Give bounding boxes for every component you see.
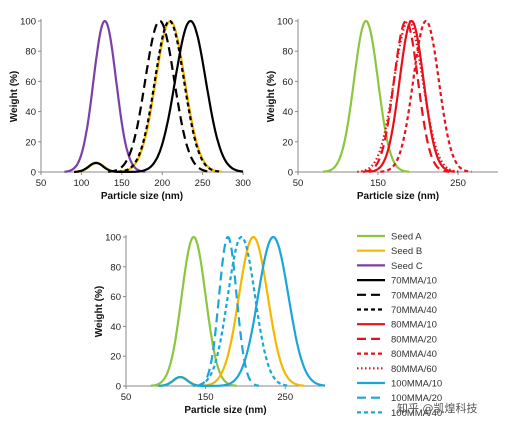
legend-label: 70MMA/20 bbox=[391, 290, 437, 301]
y-axis-label: Weight (%) bbox=[266, 71, 277, 122]
x-tick-label: 150 bbox=[114, 178, 130, 189]
x-tick-label: 150 bbox=[198, 392, 214, 403]
y-tick-label: 40 bbox=[282, 107, 293, 118]
x-tick-label: 300 bbox=[235, 178, 251, 189]
legend-label: Seed B bbox=[391, 246, 422, 257]
y-tick-label: 0 bbox=[31, 168, 36, 179]
legend-label: Seed A bbox=[391, 232, 422, 243]
legend-item-80mma-60: 80MMA/60 bbox=[357, 364, 437, 375]
legend-item-80mma-40: 80MMA/40 bbox=[357, 349, 437, 360]
chart-panel-bottom: 50 150 250 0 20 40 60 80 100 Particle size (nm) We… bbox=[94, 233, 326, 416]
x-axis-label: Particle size (nm) bbox=[184, 405, 266, 416]
y-tick-label: 100 bbox=[105, 233, 121, 244]
y-axis-label: Weight (%) bbox=[94, 286, 105, 337]
series-line-80mma-60 bbox=[356, 19, 460, 173]
y-tick-label: 20 bbox=[25, 137, 36, 148]
legend-item-80mma-10: 80MMA/10 bbox=[357, 320, 437, 331]
series-line-seed-a bbox=[150, 235, 237, 387]
series-line-70mma-10 bbox=[73, 19, 244, 173]
y-tick-label: 60 bbox=[110, 292, 121, 303]
legend-item-seed-b: Seed B bbox=[357, 246, 422, 257]
series-line-100mma-20 bbox=[196, 235, 260, 387]
y-tick-label: 20 bbox=[282, 137, 293, 148]
legend-label: 100MMA/40 bbox=[391, 408, 442, 419]
legend-item-seed-c: Seed C bbox=[357, 261, 423, 272]
series-line-70mma-40 bbox=[117, 19, 222, 173]
y-tick-label: 60 bbox=[282, 77, 293, 88]
y-tick-label: 40 bbox=[110, 322, 121, 333]
legend-item-100mma-20: 100MMA/20 bbox=[357, 393, 442, 404]
series-line-seed-c bbox=[64, 19, 146, 173]
legend: Seed A Seed B Seed C 70MMA/10 70MMA/20 70MMA/… bbox=[357, 232, 442, 419]
legend-item-80mma-20: 80MMA/20 bbox=[357, 334, 437, 345]
legend-item-seed-a: Seed A bbox=[357, 232, 422, 243]
x-tick-label: 50 bbox=[293, 178, 304, 189]
legend-label: Seed C bbox=[391, 261, 423, 272]
legend-label: 80MMA/40 bbox=[391, 349, 437, 360]
x-axis-label: Particle size (nm) bbox=[357, 191, 439, 202]
y-tick-label: 80 bbox=[282, 47, 293, 58]
legend-item-70mma-10: 70MMA/10 bbox=[357, 276, 437, 287]
series-line-100mma-10 bbox=[158, 235, 326, 387]
x-axis-label: Particle size (nm) bbox=[101, 191, 183, 202]
legend-item-70mma-20: 70MMA/20 bbox=[357, 290, 437, 301]
x-tick-label: 250 bbox=[195, 178, 211, 189]
legend-label: 80MMA/10 bbox=[391, 320, 437, 331]
legend-label: 80MMA/60 bbox=[391, 364, 437, 375]
y-tick-label: 0 bbox=[288, 168, 293, 179]
y-axis-label: Weight (%) bbox=[9, 71, 20, 122]
chart-panel-top-right: 50 150 250 0 20 40 60 80 100 Particle size (nm) We… bbox=[266, 17, 498, 202]
x-tick-label: 50 bbox=[36, 178, 47, 189]
legend-item-100mma-10: 100MMA/10 bbox=[357, 379, 442, 390]
series-line-seed-a bbox=[322, 19, 410, 173]
y-tick-label: 40 bbox=[25, 107, 36, 118]
legend-label: 100MMA/10 bbox=[391, 379, 442, 390]
x-tick-label: 200 bbox=[154, 178, 170, 189]
y-tick-label: 80 bbox=[110, 262, 121, 273]
y-tick-label: 0 bbox=[116, 382, 121, 393]
legend-item-100mma-40: 100MMA/40 bbox=[357, 408, 442, 419]
x-tick-label: 50 bbox=[121, 392, 132, 403]
series-line-100mma-40 bbox=[192, 235, 291, 387]
series-line-70mma-20 bbox=[107, 19, 212, 173]
series-line-80mma-20 bbox=[362, 19, 450, 173]
series-line-80mma-40 bbox=[380, 19, 472, 173]
y-tick-label: 60 bbox=[25, 77, 36, 88]
x-tick-label: 150 bbox=[370, 178, 386, 189]
x-tick-label: 250 bbox=[277, 392, 293, 403]
legend-label: 80MMA/20 bbox=[391, 334, 437, 345]
y-tick-label: 100 bbox=[277, 17, 293, 28]
y-tick-label: 20 bbox=[110, 352, 121, 363]
x-tick-label: 250 bbox=[450, 178, 466, 189]
watermark: 知乎 @凯煌科技 bbox=[397, 401, 478, 415]
y-tick-label: 80 bbox=[25, 47, 36, 58]
chart-panel-top-left: 50 100 150 200 250 300 0 20 40 60 80 100 Particle si… bbox=[9, 17, 251, 203]
legend-label: 70MMA/40 bbox=[391, 305, 437, 316]
legend-label: 70MMA/10 bbox=[391, 276, 437, 287]
x-tick-label: 100 bbox=[73, 178, 89, 189]
legend-label: 100MMA/20 bbox=[391, 393, 442, 404]
legend-item-70mma-40: 70MMA/40 bbox=[357, 305, 437, 316]
y-tick-label: 100 bbox=[20, 17, 36, 28]
series-line-80mma-10 bbox=[368, 19, 456, 173]
